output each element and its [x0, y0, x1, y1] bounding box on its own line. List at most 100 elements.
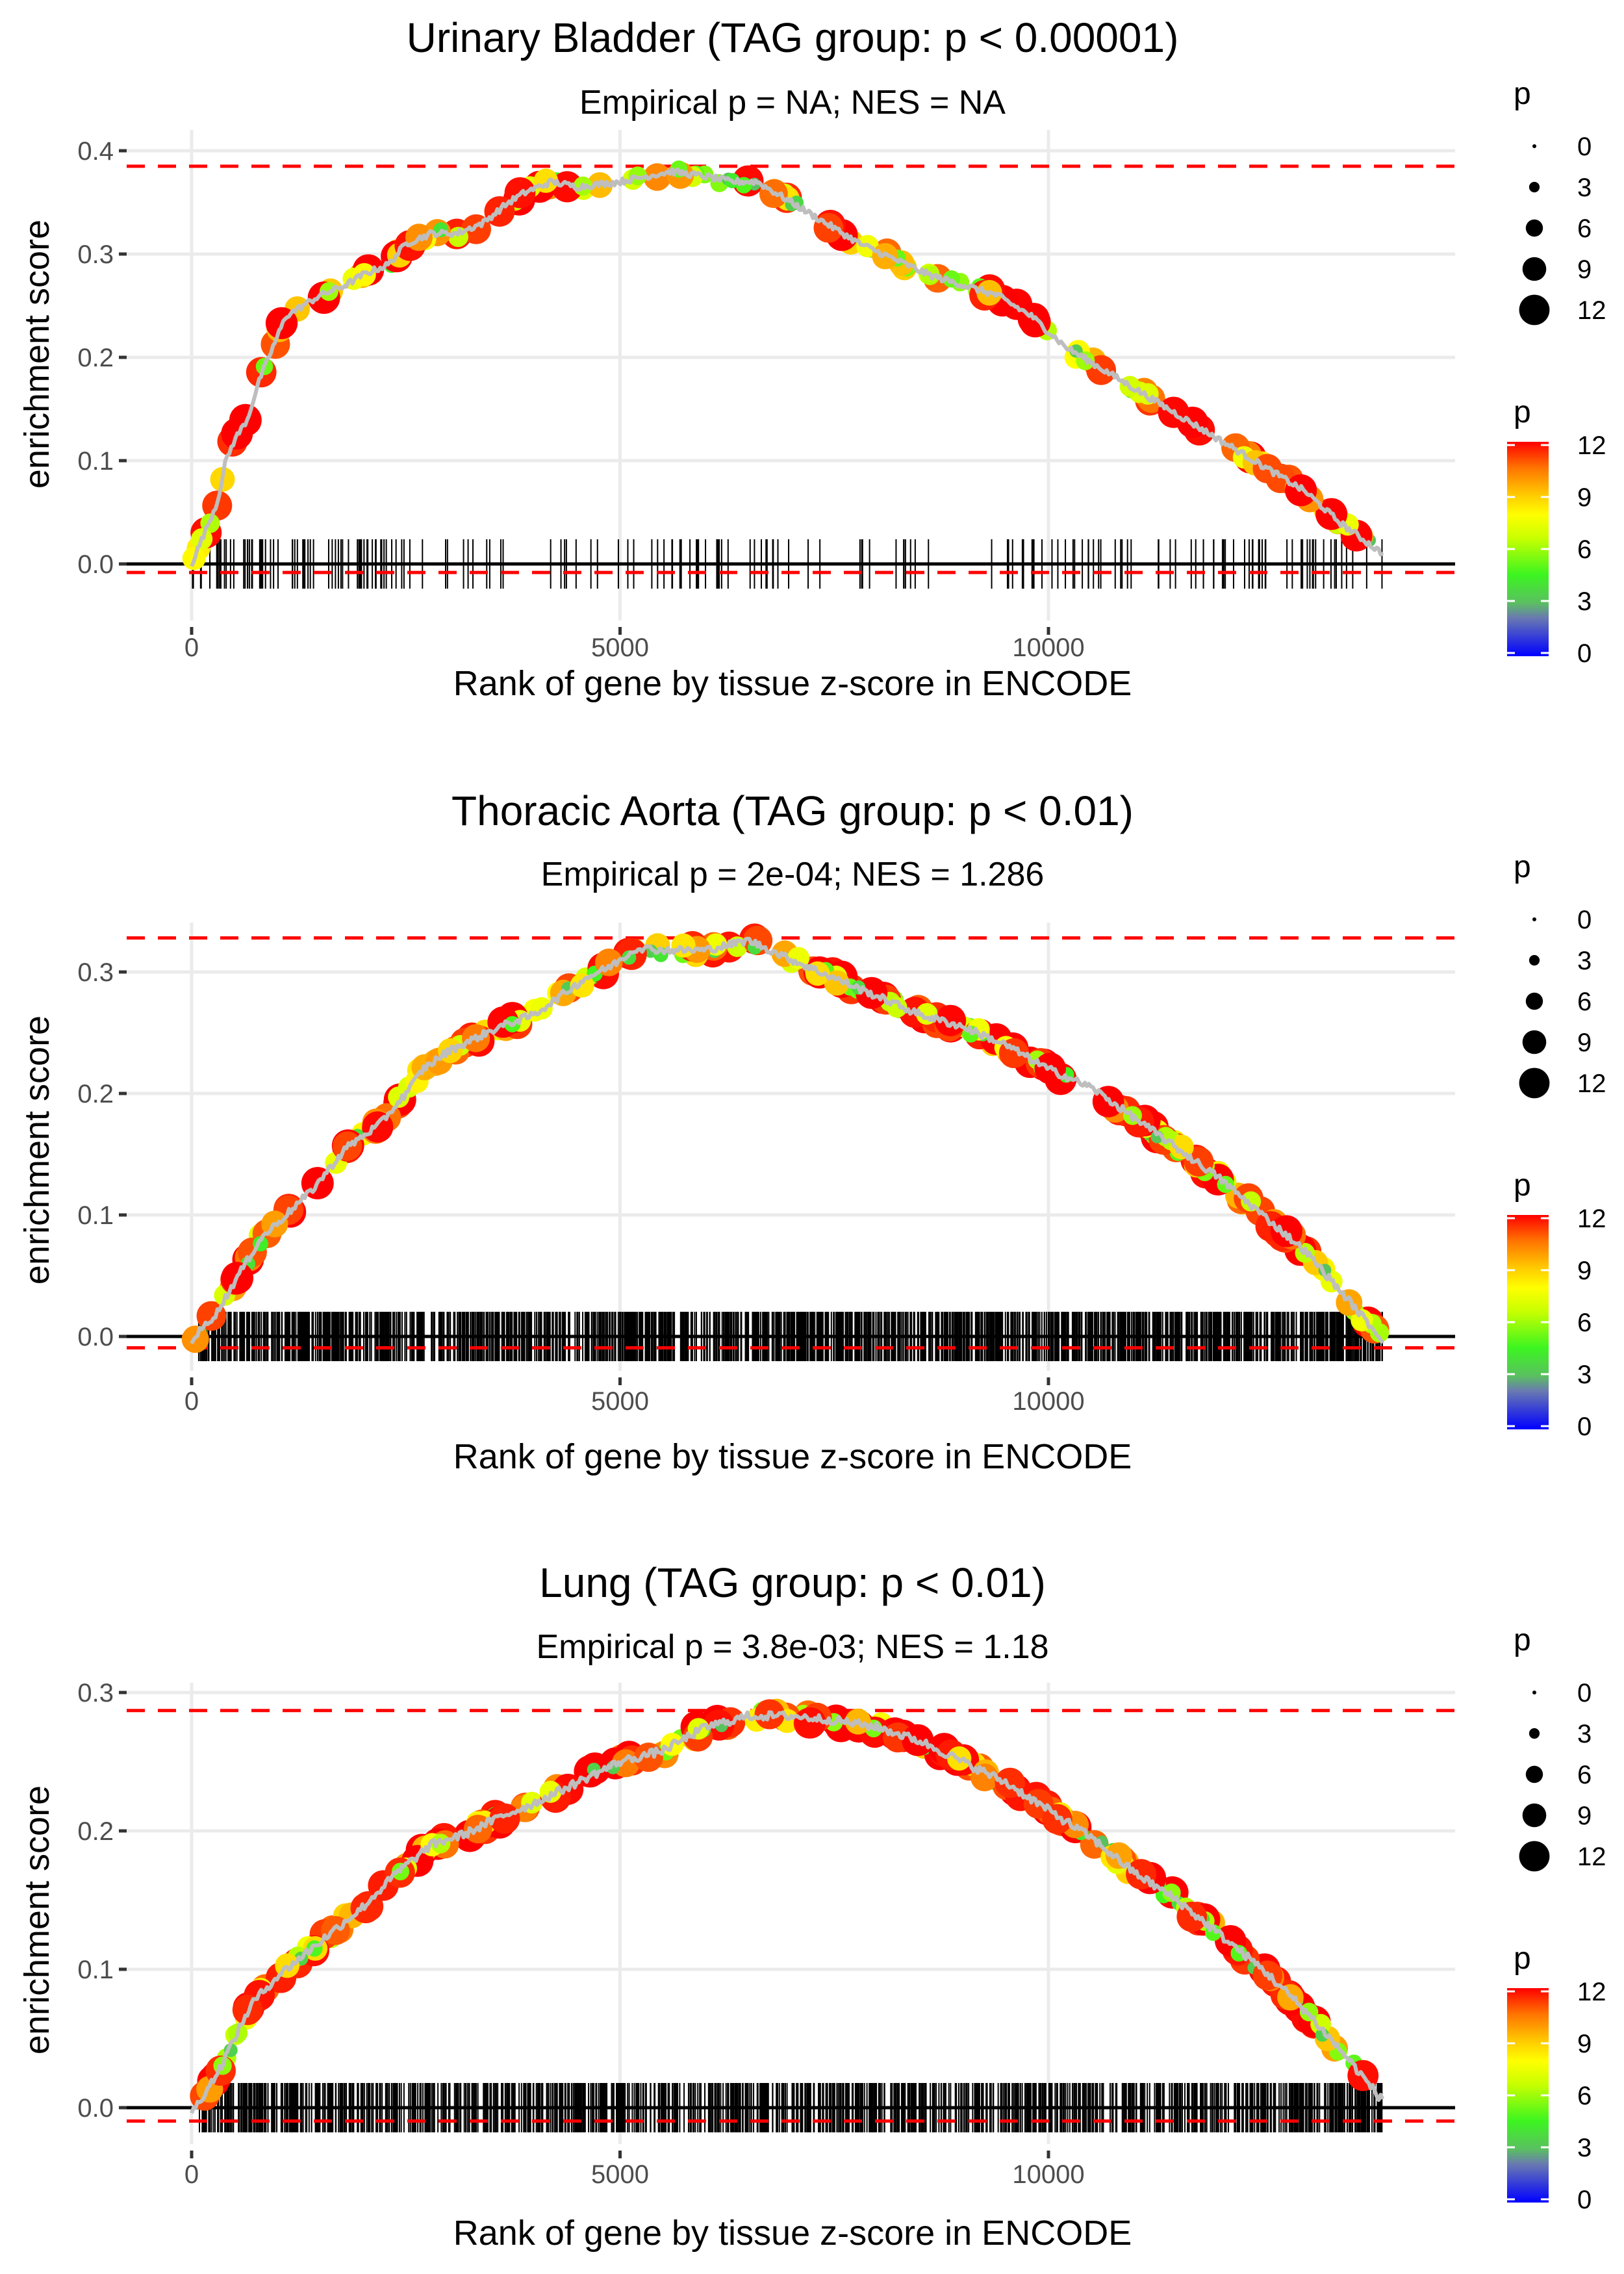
x-tick-label: 0 — [184, 2160, 199, 2189]
size-legend-key — [1532, 917, 1536, 921]
legend: p 0 3 6 9 12 p 12 9 6 3 0 — [1507, 1623, 1606, 2214]
color-legend-title: p — [1514, 1941, 1531, 1976]
size-legend-label: 12 — [1577, 296, 1606, 325]
y-tick-label: 0.0 — [77, 550, 114, 579]
size-legend-key — [1522, 1030, 1547, 1054]
x-axis-title: Rank of gene by tissue z-score in ENCODE — [453, 664, 1132, 703]
colorbar-label: 12 — [1577, 1978, 1606, 2006]
colorbar-label: 6 — [1577, 535, 1592, 564]
colorbar-label: 9 — [1577, 483, 1592, 512]
size-legend-key — [1525, 1765, 1543, 1783]
y-tick-label: 0.1 — [77, 1201, 114, 1230]
size-legend-key — [1525, 219, 1543, 237]
y-axis-title: enrichment score — [18, 220, 57, 489]
size-legend-label: 0 — [1577, 906, 1592, 934]
colorbar-label: 3 — [1577, 2134, 1592, 2162]
y-axis-title: enrichment score — [18, 1016, 57, 1284]
colorbar-label: 12 — [1577, 1205, 1606, 1233]
chart-title: Lung (TAG group: p < 0.01) — [539, 1559, 1046, 1606]
size-legend-key — [1522, 1803, 1547, 1828]
chart-subtitle: Empirical p = 3.8e-03; NES = 1.18 — [536, 1628, 1048, 1666]
size-legend-key — [1525, 992, 1543, 1010]
colorbar-label: 6 — [1577, 1309, 1592, 1337]
panel-lung: Lung (TAG group: p < 0.01) Empirical p =… — [18, 1559, 1606, 2253]
legend: p 0 3 6 9 12 p 12 9 6 3 0 — [1507, 77, 1606, 668]
x-tick-label: 5000 — [591, 2160, 649, 2189]
size-legend-key — [1532, 1691, 1536, 1694]
size-legend-title: p — [1514, 850, 1531, 884]
size-legend-label: 6 — [1577, 988, 1592, 1016]
y-tick-label: 0.0 — [77, 1323, 114, 1351]
size-legend-label: 0 — [1577, 1679, 1592, 1707]
gene-point — [388, 1086, 410, 1108]
size-legend-key — [1519, 1067, 1550, 1099]
colorbar-label: 0 — [1577, 2186, 1592, 2214]
size-legend-key — [1522, 257, 1547, 281]
colorbar-label: 12 — [1577, 431, 1606, 460]
y-axis-title: enrichment score — [18, 1785, 57, 2054]
colorbar-label: 6 — [1577, 2082, 1592, 2110]
x-tick-label: 10000 — [1012, 2160, 1084, 2189]
panel-urinary-bladder: Urinary Bladder (TAG group: p < 0.00001)… — [18, 14, 1606, 703]
size-legend-title: p — [1514, 1623, 1531, 1657]
colorbar-label: 9 — [1577, 1257, 1592, 1285]
gene-point — [902, 1724, 934, 1756]
size-legend-label: 0 — [1577, 133, 1592, 161]
y-tick-label: 0.3 — [77, 1679, 114, 1707]
gene-point — [934, 1004, 967, 1036]
colorbar-label: 0 — [1577, 1412, 1592, 1441]
gene-point — [872, 243, 898, 270]
gene-points — [182, 160, 1377, 570]
chart-title: Urinary Bladder (TAG group: p < 0.00001) — [407, 14, 1179, 61]
gene-point — [1176, 1901, 1208, 1932]
x-tick-label: 5000 — [591, 1387, 649, 1416]
size-legend-key — [1529, 1728, 1540, 1739]
chart-subtitle: Empirical p = 2e-04; NES = 1.286 — [541, 856, 1045, 893]
x-tick-label: 10000 — [1012, 1387, 1084, 1416]
size-legend-key — [1519, 1841, 1550, 1872]
size-legend-label: 12 — [1577, 1843, 1606, 1871]
es-curve — [190, 936, 1384, 1345]
size-legend-title: p — [1514, 77, 1531, 111]
size-legend-label: 3 — [1577, 173, 1592, 202]
size-legend-key — [1529, 954, 1540, 966]
size-legend-label: 6 — [1577, 214, 1592, 243]
y-tick-label: 0.1 — [77, 447, 114, 476]
x-axis-title: Rank of gene by tissue z-score in ENCODE — [453, 1437, 1132, 1476]
x-tick-label: 0 — [184, 633, 199, 662]
size-legend-label: 12 — [1577, 1069, 1606, 1098]
size-legend-label: 9 — [1577, 1802, 1592, 1830]
size-legend-key — [1529, 181, 1540, 193]
colorbar-label: 3 — [1577, 1361, 1592, 1389]
gene-point — [551, 171, 583, 203]
size-legend-label: 3 — [1577, 1720, 1592, 1748]
color-legend-title: p — [1514, 1168, 1531, 1203]
size-legend-label: 6 — [1577, 1761, 1592, 1789]
chart-subtitle: Empirical p = NA; NES = NA — [579, 84, 1006, 121]
size-legend-key — [1532, 144, 1536, 148]
plot-area: 0.0 0.1 0.2 0.3 0.4 0 5000 10000 — [77, 130, 1455, 662]
panel-thoracic-aorta: Thoracic Aorta (TAG group: p < 0.01) Emp… — [18, 787, 1606, 1476]
y-tick-label: 0.2 — [77, 344, 114, 372]
gene-point — [352, 262, 376, 287]
chart-title: Thoracic Aorta (TAG group: p < 0.01) — [451, 787, 1134, 834]
plot-area: 0.0 0.1 0.2 0.3 0 5000 10000 — [77, 923, 1455, 1416]
size-legend-label: 9 — [1577, 255, 1592, 284]
legend: p 0 3 6 9 12 p 12 9 6 3 0 — [1507, 850, 1606, 1441]
y-tick-label: 0.2 — [77, 1080, 114, 1108]
x-tick-label: 10000 — [1012, 633, 1084, 662]
x-tick-label: 5000 — [591, 633, 649, 662]
y-tick-label: 0.4 — [77, 137, 114, 166]
size-legend-label: 3 — [1577, 947, 1592, 975]
x-tick-label: 0 — [184, 1387, 199, 1416]
color-legend-title: p — [1514, 395, 1531, 429]
colorbar-label: 0 — [1577, 639, 1592, 668]
y-tick-label: 0.2 — [77, 1817, 114, 1846]
y-tick-label: 0.1 — [77, 1956, 114, 1984]
x-axis-title: Rank of gene by tissue z-score in ENCODE — [453, 2214, 1132, 2253]
plot-area: 0.0 0.1 0.2 0.3 0 5000 10000 — [77, 1679, 1455, 2189]
y-tick-label: 0.0 — [77, 2094, 114, 2123]
es-curve — [190, 1710, 1385, 2114]
y-tick-label: 0.3 — [77, 958, 114, 987]
